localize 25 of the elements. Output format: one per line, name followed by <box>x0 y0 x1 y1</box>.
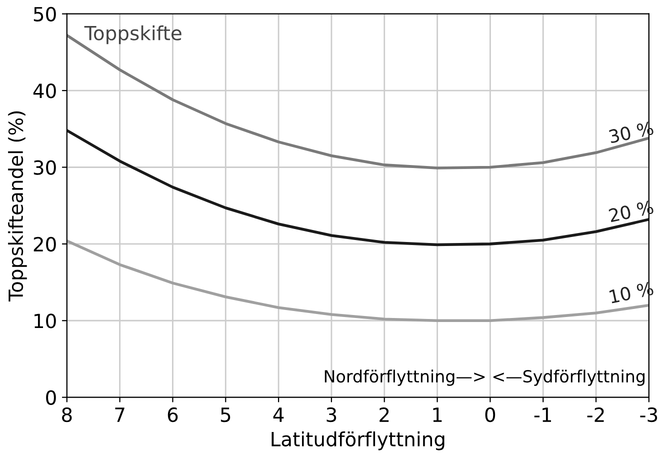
x-tick-label: 7 <box>115 408 124 422</box>
x-tick-label: 5 <box>220 408 230 422</box>
y-tick-label: 50 <box>34 6 56 22</box>
text: 10 % <box>609 281 654 304</box>
x-tick-label: 3 <box>326 407 336 422</box>
annotation: Nordförflyttning—> <—Sydförflyttning <box>324 370 644 386</box>
x-tick-label: 6 <box>168 407 178 422</box>
x-tick-label: -3 <box>640 407 658 422</box>
y-tick-label: 40 <box>33 84 56 98</box>
annotation: Toppskifte <box>84 25 182 44</box>
x-axis-title: Latitudförflyttning <box>272 431 444 450</box>
text: 20 % <box>608 200 654 222</box>
x-tick-label: 4 <box>273 408 284 422</box>
x-tick-label: 8 <box>62 407 72 422</box>
x-tick-label: 0 <box>485 407 496 422</box>
x-tick-label: -2 <box>587 407 604 422</box>
x-tick-label: 2 <box>380 407 389 422</box>
y-tick-label: 10 <box>34 314 56 328</box>
x-tick-label: -1 <box>534 408 552 422</box>
y-tick-label: 20 <box>34 236 56 252</box>
y-tick-label: 0 <box>46 390 56 405</box>
text: 30 % <box>608 121 654 144</box>
y-axis-title: Toppskifteandel (%) <box>8 111 27 302</box>
x-tick-label: 1 <box>433 408 442 422</box>
y-tick-label: 30 <box>34 160 56 175</box>
